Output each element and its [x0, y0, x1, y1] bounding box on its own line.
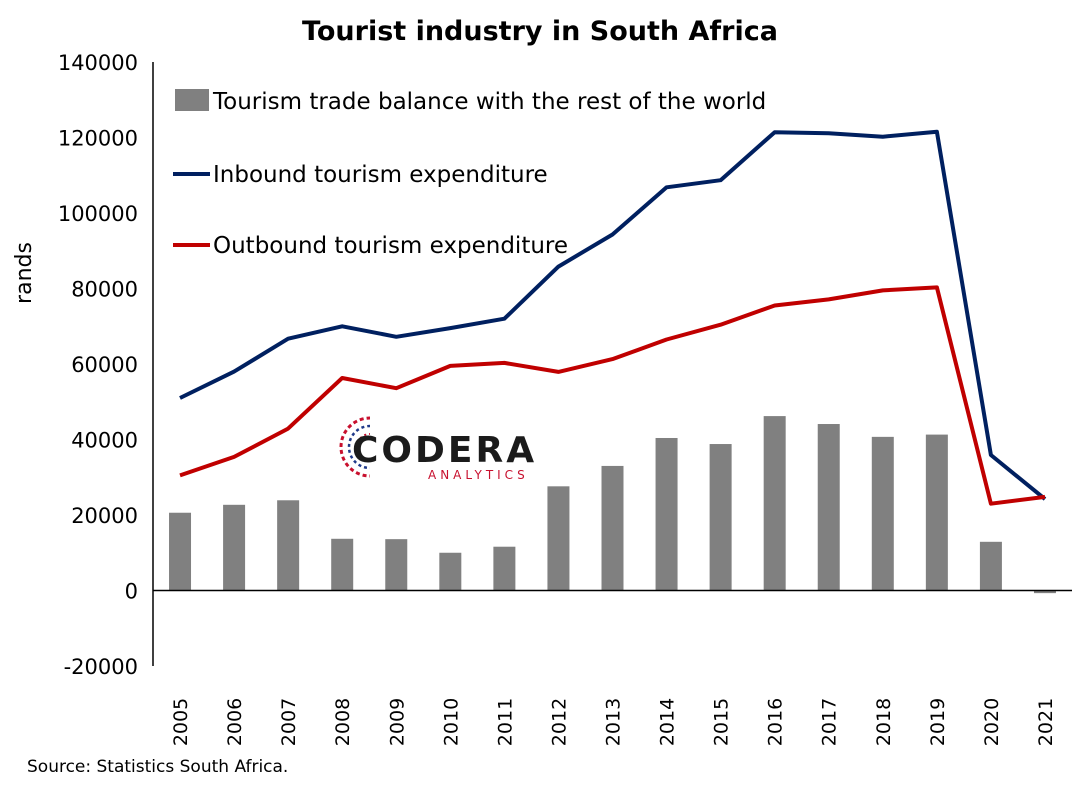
- y-tick-label: 140000: [58, 51, 138, 75]
- x-tick-label: 2007: [278, 698, 300, 746]
- y-tick-label: 80000: [71, 278, 138, 302]
- bar-2007: [277, 500, 300, 591]
- chart-title: Tourist industry in South Africa: [302, 16, 778, 47]
- bar-2008: [331, 538, 354, 591]
- line-series-2: [179, 285, 1046, 506]
- legend-swatch-bar: [175, 89, 209, 111]
- bar-2013: [601, 465, 624, 591]
- bar-2018: [871, 436, 894, 591]
- bar-2021: [1033, 590, 1056, 594]
- codera-logo-subtext: ANALYTICS: [428, 468, 529, 482]
- y-tick-label: 0: [125, 580, 138, 604]
- x-tick-label: 2019: [927, 698, 949, 746]
- x-tick-label: 2012: [548, 698, 570, 746]
- x-tick-label: 2017: [819, 698, 841, 746]
- legend-label: Outbound tourism expenditure: [213, 233, 568, 259]
- codera-logo-text: CODERA: [352, 430, 537, 471]
- x-tick-label: 2011: [494, 698, 516, 746]
- legend-label: Tourism trade balance with the rest of t…: [212, 89, 766, 115]
- bar-2006: [223, 504, 246, 591]
- codera-logo-mark: [339, 416, 404, 478]
- x-tick-label: 2016: [765, 698, 787, 746]
- y-tick-label: 120000: [58, 127, 138, 151]
- x-tick-label: 2021: [1035, 698, 1057, 746]
- codera-logo: CODERA ANALYTICS: [339, 416, 537, 482]
- y-axis-label: rands: [12, 242, 37, 304]
- x-tick-label: 2015: [711, 698, 733, 746]
- y-tick-label: -20000: [64, 655, 138, 679]
- x-tick-label: 2005: [170, 698, 192, 746]
- bar-2015: [709, 444, 732, 591]
- bar-2012: [547, 486, 570, 591]
- x-tick-label: 2009: [386, 698, 408, 746]
- bar-2005: [169, 512, 192, 591]
- bar-2014: [655, 437, 678, 591]
- y-tick-label: 60000: [71, 353, 138, 377]
- axes: -20000 0 20000 40000 60000 80000 100000 120000 1…: [58, 51, 1072, 746]
- legend-label: Inbound tourism expenditure: [213, 162, 548, 188]
- y-tick-label: 40000: [71, 429, 138, 453]
- bar-series: [169, 416, 1056, 594]
- bar-2019: [925, 434, 948, 591]
- bar-2010: [439, 552, 462, 591]
- line-series-1: [179, 129, 1047, 501]
- y-tick-label: 20000: [71, 504, 138, 528]
- bar-2020: [979, 541, 1002, 591]
- x-tick-label: 2008: [332, 698, 354, 746]
- x-tick-label: 2020: [981, 698, 1003, 746]
- x-tick-label: 2006: [224, 698, 246, 746]
- line-series: [179, 129, 1047, 506]
- bar-2016: [763, 416, 786, 591]
- source-note: Source: Statistics South Africa.: [27, 757, 288, 777]
- x-tick-label: 2014: [657, 698, 679, 746]
- bar-2011: [493, 546, 516, 591]
- legend: Tourism trade balance with the rest of t…: [173, 89, 766, 259]
- x-tick-label: 2013: [603, 698, 625, 746]
- bar-2009: [385, 539, 408, 591]
- y-tick-label: 100000: [58, 202, 138, 226]
- bar-2017: [817, 424, 840, 591]
- x-tick-label: 2018: [873, 698, 895, 746]
- x-tick-label: 2010: [440, 698, 462, 746]
